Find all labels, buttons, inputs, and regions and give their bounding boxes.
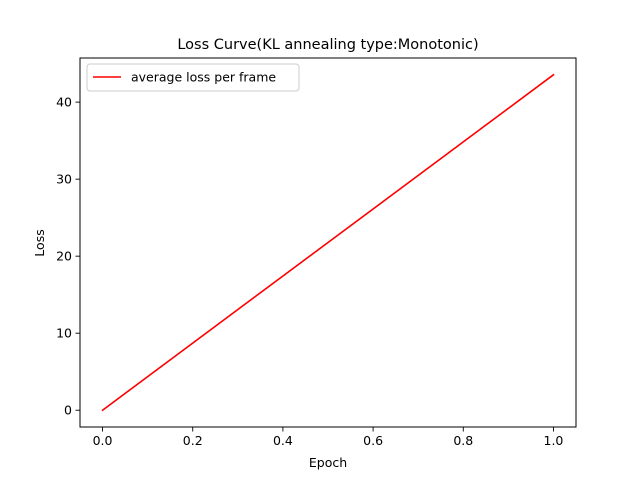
x-axis-ticks: 0.0 0.2 0.4 0.6 0.8 1.0: [93, 427, 564, 448]
x-tick-label: 0.2: [183, 433, 203, 448]
y-axis-label: Loss: [32, 229, 47, 256]
series-layer: [101, 73, 555, 412]
legend-box: [86, 63, 300, 92]
y-tick-label: 20: [56, 249, 72, 264]
legend-label: average loss per frame: [131, 70, 276, 85]
plot-area: 0.0 0.2 0.4 0.6 0.8 1.0 0 10 20 30 40: [56, 57, 577, 448]
y-tick-label: 30: [56, 172, 72, 187]
x-tick-label: 0.6: [363, 433, 383, 448]
legend: average loss per frame: [86, 63, 300, 92]
x-tick-label: 0.4: [273, 433, 293, 448]
y-tick-label: 10: [56, 326, 72, 341]
y-tick-label: 0: [64, 403, 72, 418]
y-axis-ticks: 0 10 20 30 40: [56, 95, 80, 418]
chart-title: Loss Curve(KL annealing type:Monotonic): [177, 37, 478, 53]
y-tick-label: 40: [56, 95, 72, 110]
x-tick-label: 1.0: [544, 433, 564, 448]
series-line: [101, 73, 555, 412]
axes-frame: [79, 57, 577, 428]
x-tick-label: 0.8: [453, 433, 473, 448]
x-tick-label: 0.0: [93, 433, 113, 448]
x-axis-label: Epoch: [309, 455, 347, 470]
